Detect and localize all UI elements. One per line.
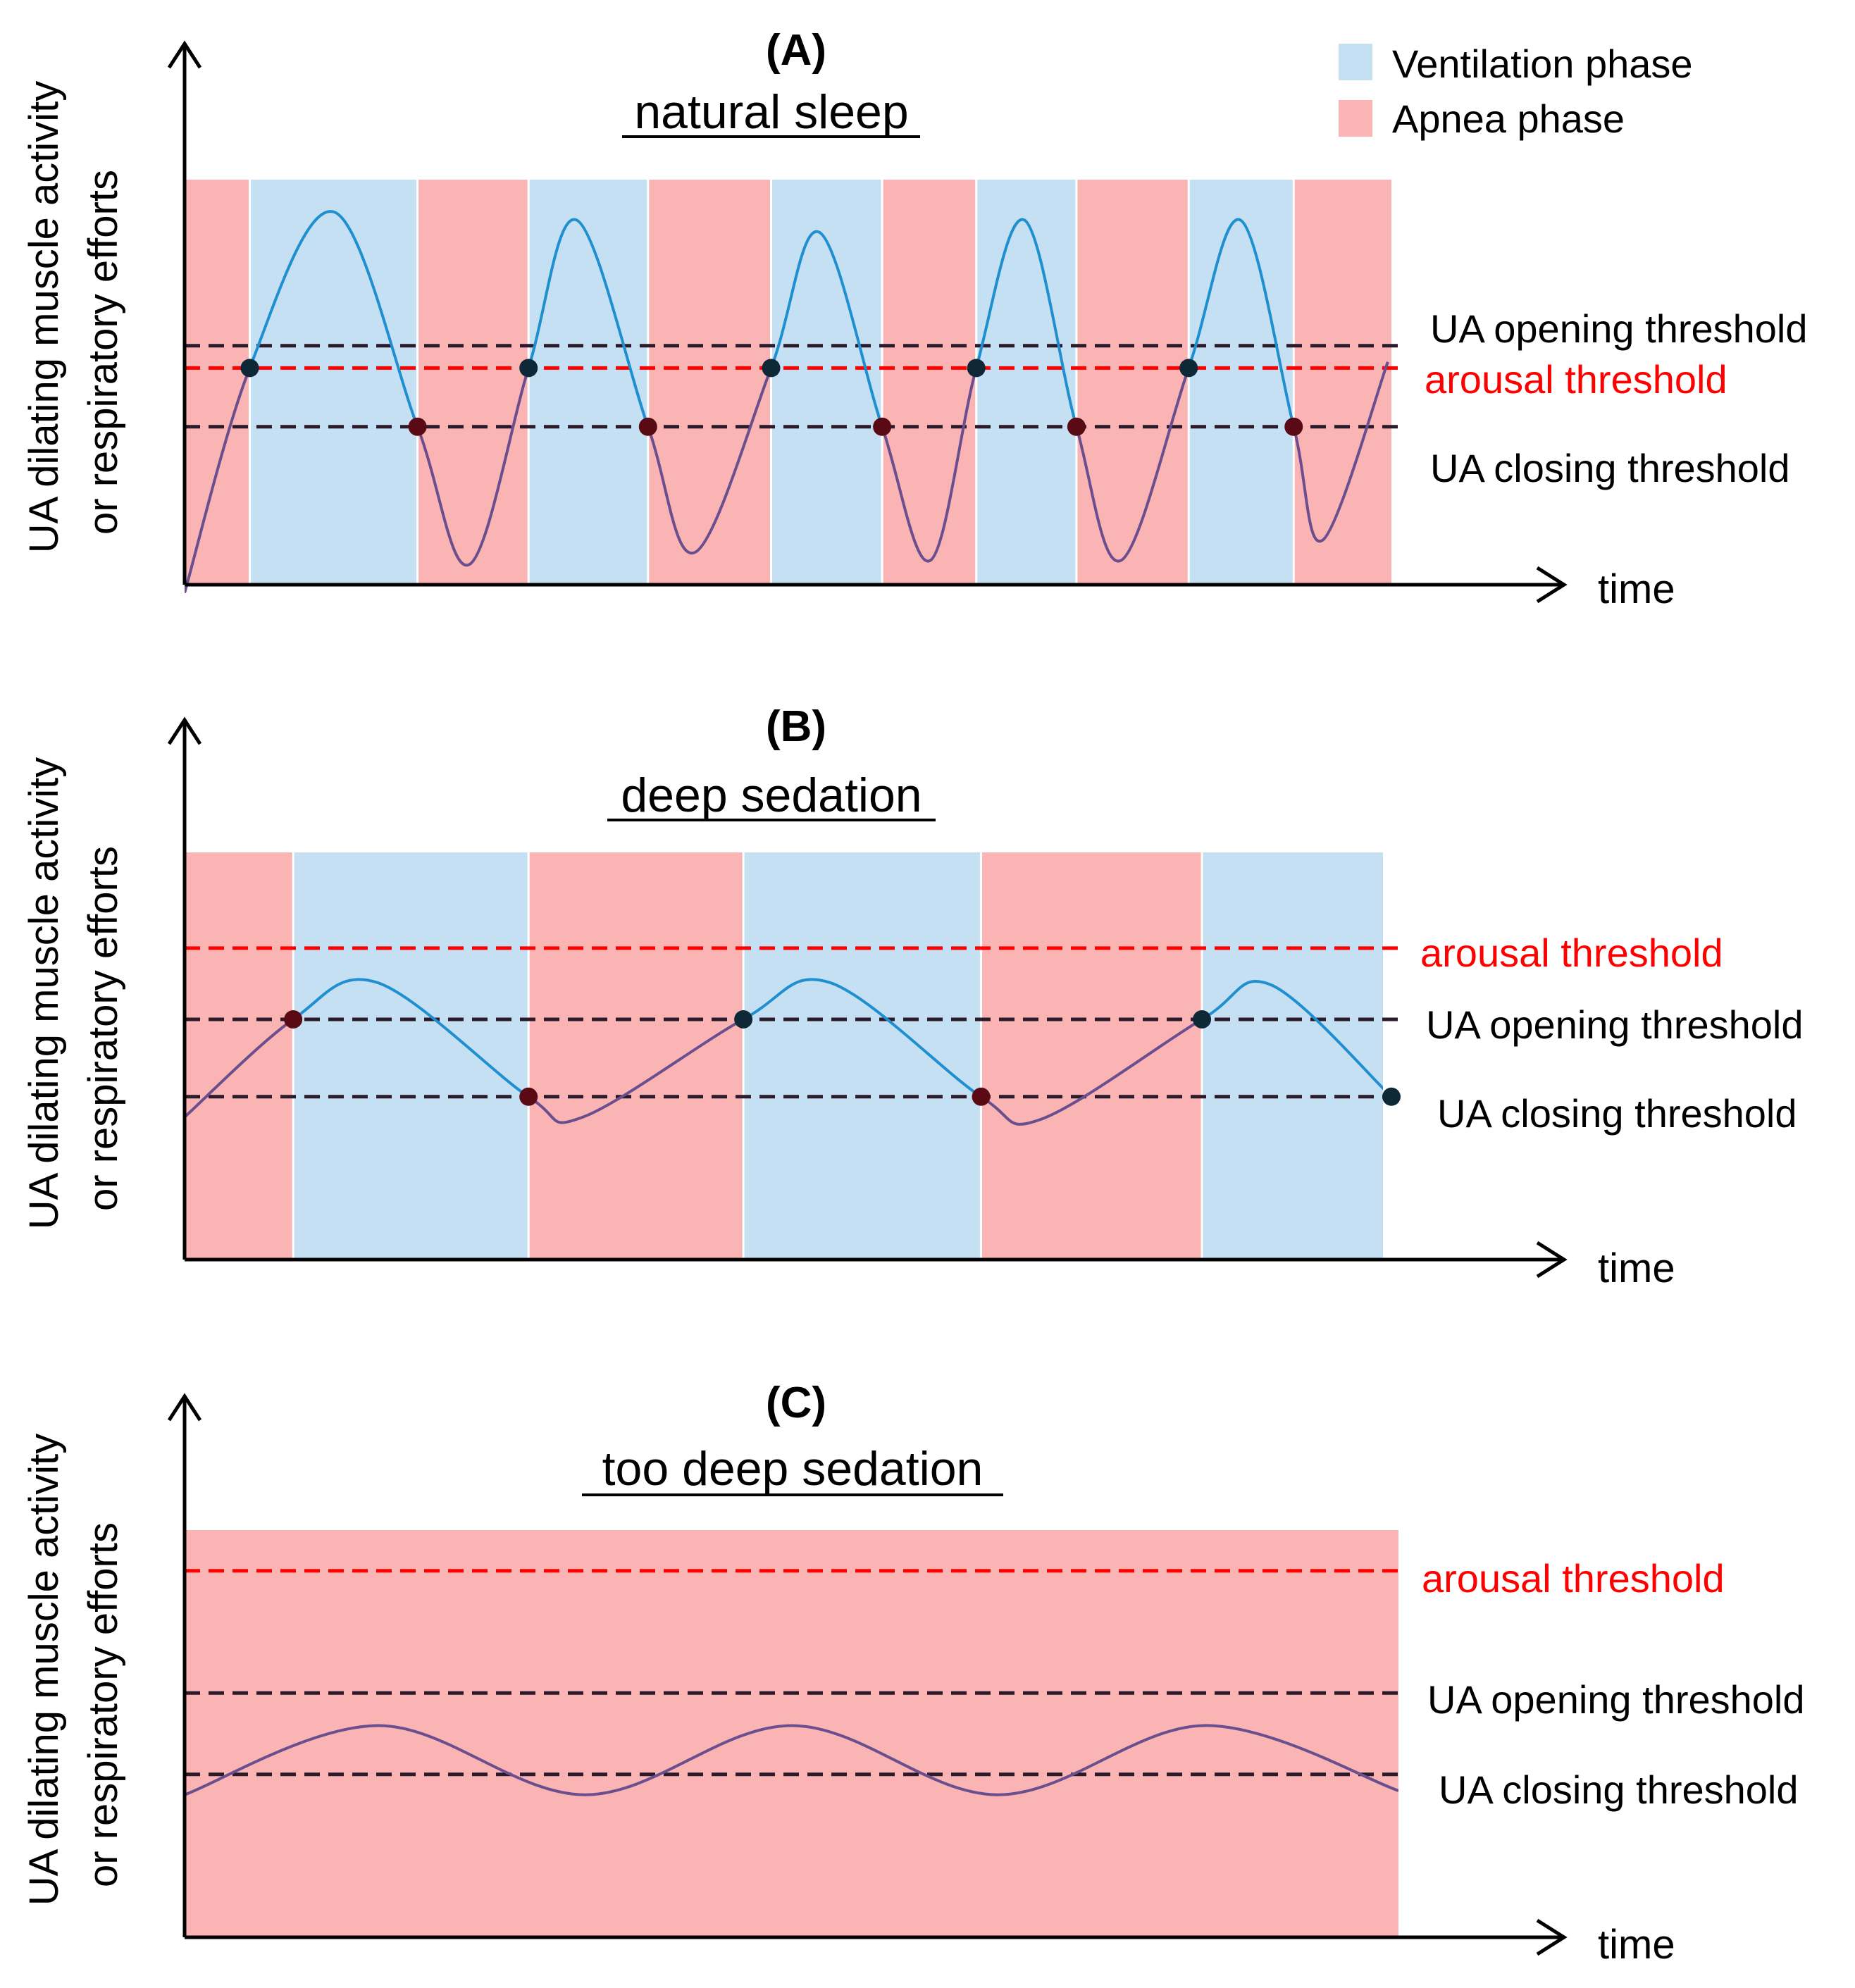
panel-a-y-axis-label-line1: UA dilating muscle activity [21, 81, 67, 553]
panel-a-ventilation-band [1189, 180, 1294, 585]
panel-b-crossing-point [1382, 1087, 1401, 1106]
panel-a-x-axis-arrowhead [1536, 566, 1568, 604]
panel-a-apnea-band [1076, 180, 1189, 585]
panel-a-curve [185, 210, 1389, 594]
panel-a-crossing-point [519, 359, 538, 378]
panel-a-threshold-label: UA opening threshold [1430, 306, 1808, 351]
panel-b-crossing-point [734, 1009, 753, 1029]
panel-a-crossing-points [240, 359, 1303, 436]
panel-c-threshold-label: arousal threshold [1422, 1556, 1725, 1601]
panel-a-apnea-band [417, 180, 529, 585]
panel-c-subtitle: too deep sedation [602, 1442, 984, 1496]
panel-a-threshold-label: arousal threshold [1425, 357, 1727, 402]
panel-a-crossing-point [1284, 417, 1303, 436]
panel-b-threshold-labels: arousal threshold UA opening threshold U… [1420, 931, 1804, 1136]
panel-c-phase-bands [185, 1530, 1398, 1937]
panel-b-axes [167, 716, 1568, 1279]
panel-b-crossing-points [284, 1009, 1401, 1106]
panel-c-curve [185, 1724, 1398, 1796]
panel-b-x-axis-arrowhead [1536, 1241, 1568, 1279]
panel-a-y-axis-arrowhead [167, 40, 202, 69]
legend-ventilation-label: Ventilation phase [1392, 42, 1693, 86]
panel-b-crossing-point [519, 1087, 538, 1106]
panel-c-axes [167, 1393, 1568, 1956]
panel-a-axes [167, 40, 1568, 604]
panel-c-x-axis-arrowhead [1536, 1918, 1568, 1956]
panel-a-threshold-labels: UA opening threshold arousal threshold U… [1425, 306, 1808, 490]
panel-b-x-axis-label: time [1598, 1245, 1675, 1291]
panel-c-x-axis-label: time [1598, 1922, 1675, 1968]
legend: Ventilation phase Apnea phase [1339, 42, 1693, 141]
panel-b-apnea-band [981, 852, 1203, 1260]
panel-c-apnea-curve-segment [185, 1724, 1398, 1796]
panel-c: (C) too deep sedation arousal threshold … [21, 1379, 1805, 1968]
panel-a-apnea-band [1293, 180, 1391, 585]
panel-a-y-axis-label-line2: or respiratory efforts [80, 170, 126, 535]
panel-b-threshold-label: arousal threshold [1420, 931, 1723, 975]
panel-a-crossing-point [967, 359, 986, 378]
panel-a-crossing-point [762, 359, 781, 378]
panel-c-threshold-label: UA opening threshold [1427, 1677, 1805, 1722]
panel-a-crossing-point [240, 359, 259, 378]
panel-b-y-axis-label-line1: UA dilating muscle activity [21, 757, 67, 1229]
panel-a-crossing-point [1179, 359, 1198, 378]
panel-a-apnea-band [647, 180, 771, 585]
panel-a-crossing-point [408, 417, 427, 436]
panel-b-threshold-label: UA opening threshold [1426, 1002, 1804, 1047]
legend-ventilation-swatch [1339, 44, 1372, 80]
legend-apnea-swatch [1339, 100, 1372, 137]
panel-b-threshold-label: UA closing threshold [1437, 1091, 1797, 1136]
panel-a-crossing-point [638, 417, 657, 436]
panel-c-threshold-lines [185, 1569, 1406, 1777]
panel-a-crossing-point [1067, 417, 1086, 436]
panel-a-threshold-label: UA closing threshold [1430, 446, 1790, 490]
panel-a-title: (A) [766, 26, 826, 75]
panel-b-apnea-band [528, 852, 744, 1260]
panel-b-crossing-point [972, 1087, 991, 1106]
legend-apnea-label: Apnea phase [1392, 97, 1625, 141]
panel-a-apnea-band [882, 180, 976, 585]
panel-b: (B) deep sedation arousal threshold UA o… [21, 702, 1804, 1291]
panel-b-y-axis-label-line2: or respiratory efforts [80, 846, 126, 1211]
panel-b-crossing-point [284, 1009, 303, 1029]
panel-a: (A) natural sleep UA opening threshold a… [21, 26, 1808, 612]
panel-b-crossing-point [1193, 1009, 1212, 1029]
panel-b-title: (B) [766, 702, 826, 751]
panel-b-curve [185, 978, 1384, 1126]
panel-c-threshold-label: UA closing threshold [1439, 1768, 1799, 1812]
panel-b-ventilation-curve-segment [293, 978, 1384, 1126]
panel-b-subtitle: deep sedation [621, 769, 922, 822]
panel-c-apnea-band [185, 1530, 1398, 1937]
panel-a-crossing-point [873, 417, 892, 436]
panel-b-phase-bands [185, 852, 1384, 1260]
panel-a-x-axis-label: time [1598, 566, 1675, 612]
panel-b-apnea-band [185, 852, 294, 1260]
panel-a-subtitle: natural sleep [634, 85, 908, 139]
panel-c-threshold-labels: arousal threshold UA opening threshold U… [1422, 1556, 1805, 1812]
panel-b-ventilation-band [1202, 852, 1384, 1260]
panel-c-y-axis-label-line2: or respiratory efforts [80, 1522, 126, 1887]
panel-c-y-axis-arrowhead [167, 1393, 202, 1422]
panel-b-y-axis-arrowhead [167, 716, 202, 745]
panel-a-apnea-band [185, 180, 250, 585]
panel-a-ventilation-band [528, 180, 648, 585]
panel-a-ventilation-band [771, 180, 883, 585]
panel-a-ventilation-band [976, 180, 1077, 585]
panel-a-ventilation-band [249, 180, 418, 585]
panel-a-phase-bands [185, 180, 1391, 585]
panel-b-ventilation-band [293, 852, 529, 1260]
panel-b-ventilation-band [743, 852, 981, 1260]
panel-c-title: (C) [766, 1379, 826, 1427]
panel-c-y-axis-label-line1: UA dilating muscle activity [21, 1434, 67, 1906]
